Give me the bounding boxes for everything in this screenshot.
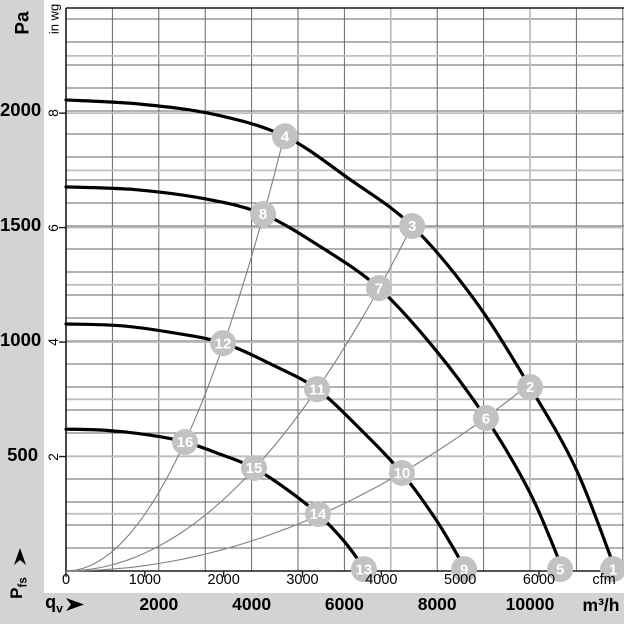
cfm-tick-label: 6000 <box>522 572 556 588</box>
fan-curve-2 <box>64 185 566 573</box>
operating-point-number-12: 12 <box>215 335 232 352</box>
pa-tick-label: 1500 <box>0 214 42 235</box>
m3h-tick-label: 4000 <box>232 594 272 614</box>
operating-point-number-16: 16 <box>177 434 194 451</box>
cfm-unit-label: cfm <box>592 572 616 588</box>
operating-point-number-8: 8 <box>259 206 267 223</box>
pa-unit-label: Pa <box>12 11 34 35</box>
operating-point-badge-7 <box>365 275 392 302</box>
pa-tick-label: 500 <box>7 444 38 465</box>
fan-curve-3 <box>64 322 469 573</box>
operating-point-badge-12 <box>210 330 237 357</box>
m3h-tick-label: 2000 <box>139 594 179 614</box>
cfm-tick-label: 1000 <box>128 572 161 588</box>
operating-point-badge-13 <box>350 556 377 583</box>
operating-point-badge-6 <box>472 405 499 432</box>
cfm-tick-label: 0 <box>61 572 71 588</box>
operating-point-number-11: 11 <box>309 381 325 398</box>
cfm-tick-label: 4000 <box>365 572 398 588</box>
operating-point-badge-8 <box>250 201 277 228</box>
operating-point-badge-16 <box>172 428 199 455</box>
cfm-tick-label: 2000 <box>207 572 240 588</box>
operating-point-badge-5 <box>547 556 574 583</box>
m3h-tick-label: 6000 <box>324 594 364 614</box>
x-axis-right-arrow-icon <box>66 598 84 611</box>
operating-point-number-6: 6 <box>482 410 490 427</box>
m3h-tick-label: 8000 <box>417 594 457 614</box>
operating-point-badge-15 <box>241 454 268 481</box>
left-margin <box>0 0 44 624</box>
system-line-C <box>65 383 531 572</box>
pa-tick-label: 2000 <box>0 99 42 120</box>
operating-point-number-7: 7 <box>375 280 383 297</box>
fan-curve-1 <box>64 98 618 573</box>
operating-point-badge-4 <box>272 123 299 150</box>
bottom-margin <box>0 593 624 624</box>
operating-point-number-3: 3 <box>408 218 416 235</box>
y-axis-name-base: P <box>7 587 27 599</box>
inwg-tick-label: 4 <box>45 338 61 346</box>
operating-point-number-5: 5 <box>556 561 564 578</box>
operating-point-number-2: 2 <box>526 379 534 396</box>
inwg-tick-label: 6 <box>45 223 61 232</box>
inwg-unit-label: in wg <box>46 3 62 35</box>
operating-point-number-9: 9 <box>460 561 468 578</box>
x-axis-name-label: qv <box>45 593 63 615</box>
m3h-tick-label: 10000 <box>505 594 555 614</box>
operating-point-number-1: 1 <box>609 561 617 578</box>
operating-point-number-15: 15 <box>246 460 263 477</box>
operating-point-number-4: 4 <box>281 129 290 146</box>
operating-point-number-10: 10 <box>394 465 411 482</box>
x-axis-name-base: q <box>45 592 57 613</box>
x-axis-name-sub: v <box>56 601 63 616</box>
operating-point-badge-14 <box>304 500 331 527</box>
operating-point-badge-2 <box>517 374 543 400</box>
operating-point-number-13: 13 <box>356 561 373 578</box>
cfm-tick-label: 5000 <box>444 572 477 588</box>
operating-point-badge-3 <box>399 213 426 239</box>
operating-point-badge-10 <box>388 460 415 487</box>
inwg-tick-label: 8 <box>45 109 61 118</box>
inwg-tick-label: 2 <box>45 452 61 461</box>
m3h-unit-label: m³/h <box>582 595 620 615</box>
y-axis-name-label: Pfs <box>7 577 30 599</box>
operating-point-badge-9 <box>451 556 478 583</box>
system-line-A <box>65 132 286 572</box>
pa-tick-label: 1000 <box>0 329 42 350</box>
system-line-B <box>65 225 413 572</box>
fan-curve-4 <box>64 427 368 573</box>
y-axis-up-arrow-icon <box>14 548 26 565</box>
cfm-tick-label: 3000 <box>286 572 319 588</box>
operating-point-badge-1 <box>600 556 624 583</box>
operating-point-number-14: 14 <box>310 506 327 523</box>
operating-point-badge-11 <box>304 376 331 403</box>
y-axis-name-sub: fs <box>17 577 30 588</box>
